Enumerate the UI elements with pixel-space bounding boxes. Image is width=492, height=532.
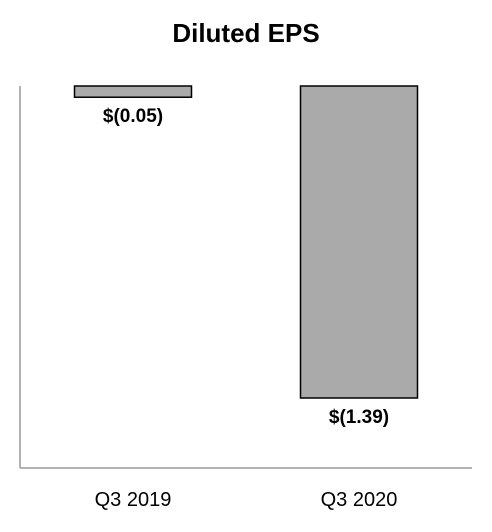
x-tick-labels: Q3 2019 Q3 2020 <box>95 489 398 511</box>
bar-1 <box>73 85 193 98</box>
data-label-2: $(1.39) <box>329 407 389 428</box>
bar-2 <box>299 85 419 399</box>
x-tick-label-2: Q3 2020 <box>321 489 398 511</box>
data-labels: $(0.05) $(1.39) <box>103 106 389 428</box>
x-tick-label-1: Q3 2019 <box>95 489 172 511</box>
bars <box>73 85 419 399</box>
chart-title: Diluted EPS <box>172 18 319 48</box>
data-label-1: $(0.05) <box>103 106 163 127</box>
